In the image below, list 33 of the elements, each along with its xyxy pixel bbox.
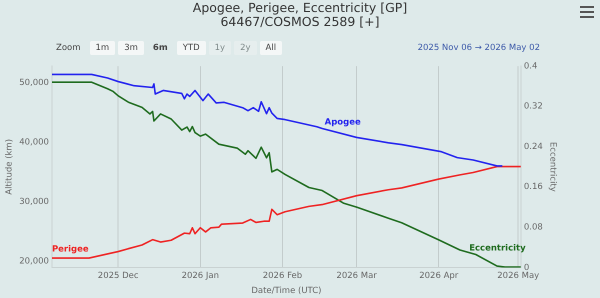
x-axis-title: Date/Time (UTC) [251, 286, 322, 296]
y2-tick-label: 0 [524, 262, 530, 273]
series-label: Eccentricity [469, 244, 526, 254]
text: 6m [152, 42, 169, 55]
text: 1m [90, 41, 116, 55]
y-tick-label: 20,000 [19, 256, 49, 266]
text: All [260, 41, 282, 55]
y-axis-title: Altitude (km) [4, 138, 14, 195]
series-label: Apogee [324, 118, 361, 128]
text: 3m [118, 41, 144, 55]
y2-tick-label: 0.08 [524, 222, 543, 233]
y2-tick-label: 0.32 [524, 102, 543, 112]
y2-axis-title: Eccentricity [548, 142, 558, 192]
x-tick-label: 2026 Mar [336, 270, 378, 281]
series-label: Perigee [52, 244, 89, 255]
y2-tick-label: 0.24 [524, 142, 543, 152]
x-tick-label: 2025 Dec [98, 270, 139, 281]
y2-tick-label: 0.4 [524, 61, 538, 72]
y-tick-label: 30,000 [19, 196, 49, 207]
x-tick-label: 2026 Jan [182, 270, 220, 281]
y2-tick-label: 0.16 [524, 182, 543, 192]
x-tick-label: 2026 Apr [419, 270, 459, 281]
chart-subtitle: 64467/COSMOS 2589 [+] [220, 14, 381, 29]
y-tick-label: 40,000 [19, 137, 49, 148]
text: 2y [234, 41, 257, 55]
text: 1y [208, 41, 232, 55]
x-tick-label: 2026 May [497, 270, 540, 281]
y-tick-label: 50,000 [19, 78, 49, 88]
text: 2025 Nov 06 → 2026 May 02 [418, 43, 540, 53]
text: Zoom [55, 42, 82, 55]
x-tick-label: 2026 Feb [262, 270, 302, 281]
chart-title: Apogee, Perigee, Eccentricity [GP] [192, 0, 408, 15]
text: YTD [176, 41, 206, 55]
